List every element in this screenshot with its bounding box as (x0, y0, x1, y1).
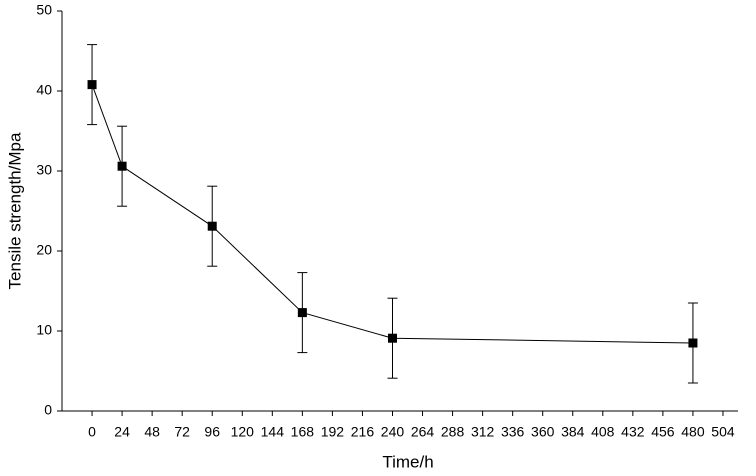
y-tick-label: 20 (36, 242, 52, 258)
x-tick-label: 312 (471, 424, 495, 440)
x-tick-label: 72 (174, 424, 190, 440)
x-tick-label: 120 (231, 424, 255, 440)
y-tick-label: 50 (36, 2, 52, 18)
marker (207, 221, 217, 231)
x-tick-label: 168 (291, 424, 315, 440)
y-axis-title: Tensile strength/Mpa (5, 132, 24, 289)
x-tick-label: 240 (381, 424, 405, 440)
x-tick-label: 384 (561, 424, 585, 440)
x-tick-label: 504 (711, 424, 735, 440)
x-tick-label: 96 (204, 424, 220, 440)
x-tick-label: 48 (144, 424, 160, 440)
x-tick-label: 144 (261, 424, 285, 440)
x-tick-label: 288 (441, 424, 465, 440)
x-tick-label: 216 (351, 424, 375, 440)
y-tick-label: 0 (44, 402, 52, 418)
x-tick-label: 456 (651, 424, 675, 440)
x-tick-label: 408 (591, 424, 615, 440)
x-axis-title: Time/h (382, 452, 433, 471)
x-tick-label: 480 (681, 424, 705, 440)
marker (87, 80, 97, 90)
x-tick-label: 360 (531, 424, 555, 440)
marker (117, 161, 127, 171)
y-tick-label: 40 (36, 82, 52, 98)
x-tick-label: 432 (621, 424, 645, 440)
x-tick-label: 336 (501, 424, 525, 440)
x-tick-label: 192 (321, 424, 345, 440)
x-tick-label: 24 (114, 424, 130, 440)
y-tick-label: 10 (36, 322, 52, 338)
y-tick-label: 30 (36, 162, 52, 178)
marker (387, 333, 397, 343)
line (91, 84, 693, 344)
x-tick-label: 0 (88, 424, 96, 440)
x-tick-label: 264 (411, 424, 435, 440)
marker (297, 308, 307, 318)
marker (688, 338, 698, 348)
